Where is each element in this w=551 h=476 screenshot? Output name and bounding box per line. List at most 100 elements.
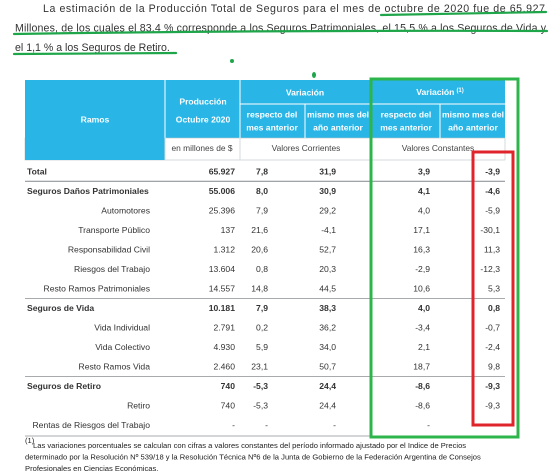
dot [312,72,316,78]
cell: 18,7 [413,361,430,371]
cell: 0,8 [256,264,268,274]
header-variacion-constante: Variación (1) [416,87,464,97]
cell: -3,9 [485,166,500,176]
underline [379,10,548,17]
cell: 4,0 [418,303,430,313]
row-label: Seguros Daños Patrimoniales [27,186,149,196]
header-produccion: Octubre 2020 [176,114,231,124]
header-variacion: Variación [286,87,324,97]
cell: -8,6 [415,400,430,410]
row-label: Vida Colectivo [95,342,150,352]
cell: -5,9 [485,205,500,215]
row-label: Resto Ramos Vida [79,361,151,371]
cell: 9,8 [488,361,500,371]
cell: 7,9 [256,303,268,313]
cell: -5,3 [253,400,268,410]
cell: 31,9 [319,166,336,176]
cell: 740 [221,400,236,410]
cell: -0,7 [485,322,500,332]
header-subcolumn: mismo mes del [307,109,369,119]
header-units: Valores Constantes [402,143,474,153]
cell: 34,0 [319,342,336,352]
header-units: en millones de $ [172,143,233,153]
cell: 14,8 [251,283,268,293]
cell: 3,9 [418,166,430,176]
cell: 38,3 [319,303,336,313]
header-text: Variación [416,87,454,97]
green-highlight [369,77,520,439]
row-label: Responsabilidad Civil [68,244,150,254]
row-label: Vida Individual [94,322,150,332]
cell: -12,3 [480,264,500,274]
header-ramos: Ramos [81,114,110,124]
cell: 50,7 [319,361,336,371]
footnote-line: Las variaciones porcentuales se calculan… [33,441,466,450]
cell: 1.312 [213,244,235,254]
cell: 4.930 [213,342,235,352]
cell: 20,3 [319,264,336,274]
cell: 8,0 [256,186,268,196]
footnote-line: determinado por la Resolución Nº 539/18 … [25,453,481,462]
cell: -3,4 [415,322,430,332]
cell: - [265,420,268,430]
row-label: Automotores [101,205,150,215]
row-label: Seguros de Retiro [27,381,101,391]
paragraph-line: La estimación de la Producción Total de … [43,3,545,15]
cell: 2.791 [213,322,235,332]
header-subcolumn: mes anterior [380,122,432,132]
dot [230,59,234,63]
row-label: Rentas de Riesgos del Trabajo [32,420,150,430]
header-subcolumn: año anterior [448,122,498,132]
footnote-line: Profesionales en Ciencias Económicas. [25,464,158,473]
cell: - [427,420,430,430]
cell: 36,2 [319,322,336,332]
cell: 23,1 [251,361,268,371]
cell: 17,1 [413,225,430,235]
cell: 13.604 [209,264,236,274]
cell: 20,6 [251,244,268,254]
cell: 4,0 [418,205,430,215]
header-subcolumn: mes anterior [246,122,298,132]
header-produccion: Producción [179,96,226,106]
underline [12,51,178,56]
cell: -4,1 [321,225,336,235]
header-units: Valores Corrientes [272,143,341,153]
row-label: Riesgos del Trabajo [74,264,150,274]
footnote-marker: (1) [25,436,35,445]
cell: 21,6 [251,225,268,235]
cell: 24,4 [319,400,336,410]
red-highlight [471,150,515,427]
cell: 4,1 [418,186,430,196]
cell: 30,9 [319,186,336,196]
cell: 11,3 [484,244,500,254]
header-note: (1) [456,88,463,94]
cell: 2.460 [213,361,235,371]
cell: - [333,420,336,430]
header-subcolumn: año anterior [313,122,363,132]
cell: -2,4 [485,342,500,352]
footnote: (1)Las variaciones porcentuales se calcu… [25,436,481,473]
cell: -8,6 [415,381,430,391]
cell: -4,6 [485,186,500,196]
cell: 24,4 [319,381,336,391]
cell: -9,3 [485,381,500,391]
cell: -9,3 [485,400,500,410]
cell: 10,6 [413,283,430,293]
cell: 137 [221,225,236,235]
cell: 16,3 [413,244,430,254]
row-label: Resto Ramos Patrimoniales [43,283,150,293]
cell: 0,2 [256,322,268,332]
cell: 740 [221,381,236,391]
row-label: Seguros de Vida [27,303,94,313]
header-subcolumn: mismo mes del [442,109,504,119]
header-subcolumn: respecto del [247,109,298,119]
cell: 14.557 [209,283,236,293]
row-label: Retiro [127,400,150,410]
cell: 65.927 [209,166,236,176]
cell: 55.006 [209,186,236,196]
underline [12,29,549,36]
ramos-header [25,80,165,160]
